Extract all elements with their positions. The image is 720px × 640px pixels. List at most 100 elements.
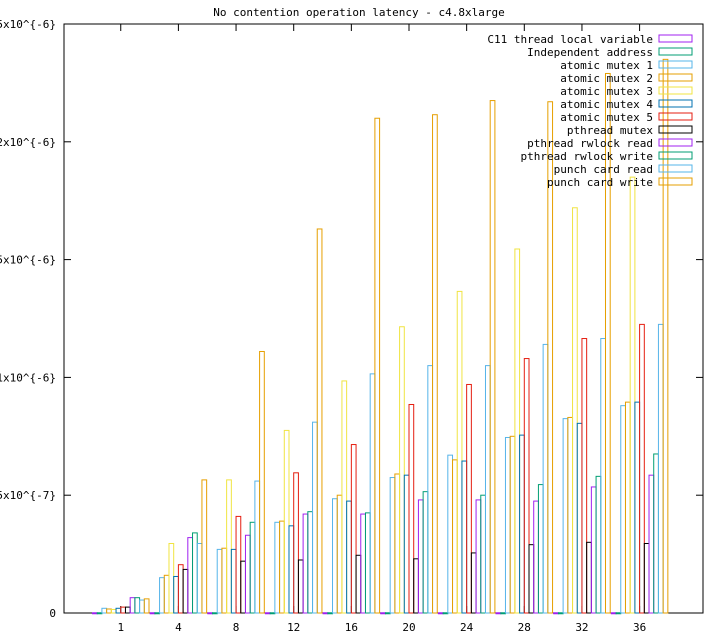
legend-label: atomic mutex 3: [560, 85, 653, 98]
legend-label: pthread rwlock read: [527, 137, 653, 150]
bar-atomic-mutex-4-8: [230, 548, 237, 614]
bar-atomic-mutex-2-28: [509, 435, 516, 614]
legend-swatch: [658, 151, 693, 160]
legend-swatch: [658, 60, 693, 69]
y-tick-label: 5x10^{-7}: [0, 489, 56, 502]
legend-swatch: [658, 86, 693, 95]
bar-punch-card-write-24: [489, 100, 496, 614]
bar-atomic-mutex-2-20: [394, 473, 401, 614]
bar-pthread-rwlock-read-32: [590, 486, 597, 614]
bar-independent-address-1: [96, 612, 103, 615]
bar-atomic-mutex-2-36: [624, 401, 631, 614]
bar-pthread-rwlock-read-4: [187, 537, 194, 614]
legend-label: pthread rwlock write: [521, 150, 653, 163]
bar-atomic-mutex-5-28: [523, 358, 530, 614]
bar-atomic-mutex-1-8: [216, 548, 223, 614]
bar-atomic-mutex-4-28: [519, 434, 525, 614]
bar-pthread-rwlock-read-36: [648, 474, 655, 614]
bar-atomic-mutex-2-32: [567, 416, 574, 614]
bar-pthread-rwlock-write-20: [422, 491, 429, 614]
bar-punch-card-write-20: [432, 114, 438, 614]
bar-atomic-mutex-1-12: [274, 521, 281, 614]
chart-title: No contention operation latency - c4.8xl…: [213, 6, 504, 19]
bar-pthread-rwlock-read-1: [129, 597, 136, 614]
bar-atomic-mutex-5-4: [177, 564, 184, 614]
legend-swatch: [658, 112, 693, 121]
bar-punch-card-write-4: [201, 479, 208, 614]
bar-atomic-mutex-5-12: [293, 472, 299, 614]
bar-independent-address-24: [442, 612, 449, 615]
bar-atomic-mutex-1-16: [332, 498, 338, 614]
bar-pthread-rwlock-write-1: [134, 597, 141, 614]
bar-independent-address-4: [154, 612, 161, 615]
legend-swatch: [658, 164, 693, 173]
bar-pthread-mutex-24: [470, 552, 477, 614]
bar-pthread-rwlock-write-24: [480, 494, 486, 614]
bar-punch-card-write-36: [662, 58, 669, 614]
x-tick-label: 36: [633, 621, 646, 634]
bar-atomic-mutex-2-1: [106, 608, 112, 614]
bar-atomic-mutex-3-8: [226, 479, 232, 614]
bar-punch-card-write-28: [547, 101, 554, 614]
y-tick-label: 2x10^{-6}: [0, 136, 56, 149]
bar-pthread-rwlock-write-28: [537, 484, 544, 614]
bar-atomic-mutex-5-20: [408, 403, 415, 614]
bar-atomic-mutex-3-28: [514, 248, 521, 614]
legend-label: Independent address: [527, 46, 653, 59]
x-tick-label: 1: [117, 621, 124, 634]
legend-label: pthread mutex: [567, 124, 653, 137]
bars-group: [92, 58, 669, 615]
y-tick-label: 1x10^{-6}: [0, 371, 56, 384]
bar-pthread-rwlock-write-36: [653, 453, 659, 614]
bar-pthread-rwlock-read-20: [417, 499, 424, 614]
legend-swatch: [658, 34, 693, 43]
bar-pthread-mutex-12: [297, 559, 304, 614]
y-tick-label: .5x10^{-6}: [0, 254, 56, 267]
bar-punch-card-read-20: [427, 365, 434, 614]
bar-pthread-mutex-20: [413, 558, 419, 614]
bar-atomic-mutex-4-36: [634, 401, 641, 614]
bar-punch-card-read-36: [657, 323, 664, 614]
bar-c11-thread-local-variable-32: [553, 612, 559, 615]
bar-pthread-mutex-32: [586, 541, 592, 614]
legend-label: punch card read: [554, 163, 653, 176]
x-tick-label: 32: [575, 621, 588, 634]
legend-label: atomic mutex 1: [560, 59, 653, 72]
bar-independent-address-32: [557, 612, 564, 615]
bar-punch-card-write-16: [374, 117, 381, 614]
legend-swatch: [658, 177, 693, 186]
bar-atomic-mutex-3-12: [283, 429, 290, 614]
bar-atomic-mutex-2-8: [221, 547, 228, 614]
bar-atomic-mutex-3-16: [341, 380, 348, 614]
bar-c11-thread-local-variable-36: [610, 612, 617, 615]
legend-label: atomic mutex 5: [560, 111, 653, 124]
bar-c11-thread-local-variable-4: [149, 612, 156, 615]
bar-pthread-mutex-1: [124, 606, 131, 614]
bar-atomic-mutex-4-24: [461, 460, 468, 614]
bar-pthread-mutex-8: [240, 560, 246, 614]
legend-label: C11 thread local variable: [487, 33, 653, 46]
bar-c11-thread-local-variable-24: [437, 612, 444, 615]
bar-punch-card-read-1: [139, 599, 145, 614]
bar-independent-address-28: [500, 612, 506, 615]
bar-pthread-mutex-4: [182, 568, 189, 614]
bar-atomic-mutex-3-24: [456, 290, 463, 614]
bar-atomic-mutex-1-32: [562, 418, 569, 614]
bar-c11-thread-local-variable-1: [92, 612, 98, 615]
bar-c11-thread-local-variable-16: [322, 612, 329, 615]
x-tick-label: 12: [287, 621, 300, 634]
bar-punch-card-write-12: [316, 228, 323, 614]
bar-pthread-rwlock-write-32: [595, 475, 602, 614]
bar-atomic-mutex-3-1: [110, 608, 117, 614]
bar-punch-card-read-8: [254, 480, 261, 614]
bar-atomic-mutex-5-1: [120, 606, 126, 614]
bar-atomic-mutex-3-32: [572, 207, 578, 614]
bar-independent-address-8: [212, 612, 218, 615]
bar-pthread-rwlock-write-12: [307, 511, 314, 614]
bar-pthread-mutex-16: [355, 554, 362, 614]
bar-independent-address-12: [269, 612, 276, 615]
y-axis: 0 5x10^{-7} 1x10^{-6} .5x10^{-6} 2x10^{-6} .5…: [0, 18, 703, 620]
bar-atomic-mutex-3-36: [629, 176, 636, 614]
